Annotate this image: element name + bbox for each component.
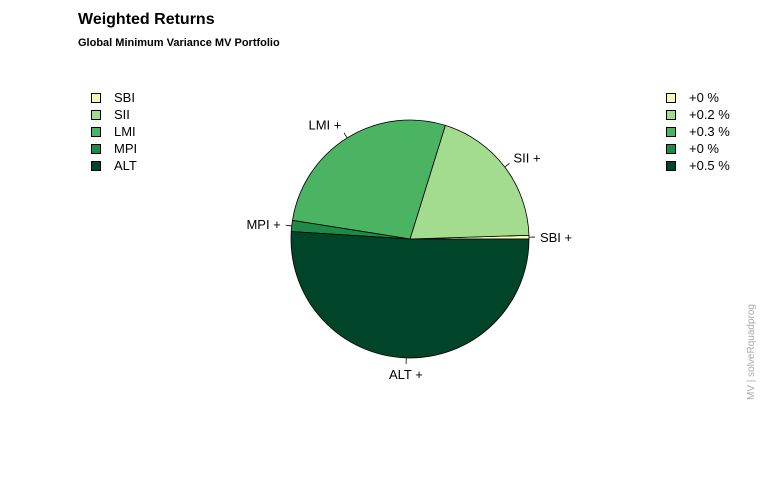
pie-label-tick-lmi (343, 132, 348, 139)
legend-return-entry: +0.3 % (666, 123, 730, 140)
legend-return-label: +0.3 % (689, 124, 730, 139)
legend-asset-label: LMI (114, 124, 136, 139)
legend-assets: SBI SII LMI MPI ALT (91, 89, 137, 174)
pie-label-tick-mpi (285, 224, 292, 227)
legend-asset-label: SBI (114, 90, 135, 105)
pie-label-mpi: MPI + (246, 217, 280, 232)
legend-asset-swatch (91, 143, 101, 154)
pie-labels: SBI + SII + LMI + MPI + ALT + (246, 117, 572, 382)
legend-return-label: +0 % (689, 141, 719, 156)
legend-asset-label: SII (114, 107, 130, 122)
legend-return-entry: +0 % (666, 89, 730, 106)
legend-asset-swatch (91, 92, 101, 103)
pie-label-tick-sii (504, 163, 510, 168)
legend-return-label: +0.2 % (689, 107, 730, 122)
legend-asset-entry: ALT (91, 157, 137, 174)
legend-return-swatch (666, 143, 676, 154)
legend-asset-entry: MPI (91, 140, 137, 157)
legend-asset-swatch (91, 160, 101, 171)
legend-return-label: +0.5 % (689, 158, 730, 173)
legend-return-swatch (666, 109, 676, 120)
legend-return-label: +0 % (689, 90, 719, 105)
pie-label-sii: SII + (513, 150, 540, 165)
legend-asset-swatch (91, 126, 101, 137)
pie-slice-alt (290, 231, 530, 359)
legend-asset-entry: SBI (91, 89, 137, 106)
pie-slice-lmi (292, 119, 446, 240)
pie-label-lmi: LMI + (309, 117, 342, 132)
legend-returns: +0 % +0.2 % +0.3 % +0 % +0.5 % (666, 89, 730, 174)
chart-title: Weighted Returns (78, 11, 215, 28)
pie-label-sbi: SBI + (540, 230, 572, 245)
chart-subtitle: Global Minimum Variance MV Portfolio (78, 37, 280, 49)
legend-return-swatch (666, 160, 676, 171)
pie-slices (290, 119, 530, 359)
legend-return-entry: +0.2 % (666, 106, 730, 123)
legend-asset-label: ALT (114, 158, 137, 173)
side-note: MV | solveRquadprog (746, 304, 757, 400)
legend-return-swatch (666, 126, 676, 137)
legend-return-swatch (666, 92, 676, 103)
pie-slice-sii (409, 124, 530, 240)
legend-asset-label: MPI (114, 141, 138, 156)
legend-asset-swatch (91, 109, 101, 120)
legend-return-entry: +0.5 % (666, 157, 730, 174)
legend-return-entry: +0 % (666, 140, 730, 157)
legend-asset-entry: LMI (91, 123, 137, 140)
legend-asset-entry: SII (91, 106, 137, 123)
pie-label-alt: ALT + (389, 367, 423, 382)
